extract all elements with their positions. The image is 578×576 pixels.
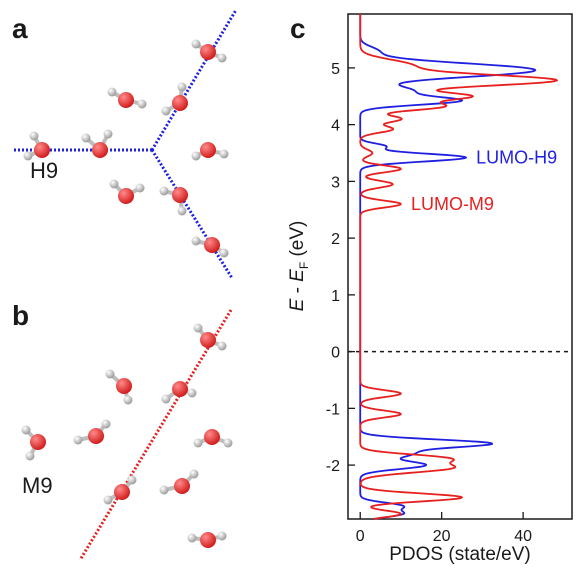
h9-molecule-structure <box>12 9 238 279</box>
y-tick-label: 5 <box>331 61 340 78</box>
oxygen-atom <box>204 237 220 253</box>
peak-annotations: LUMO-H9 LUMO-M9 <box>411 148 557 215</box>
plot-frame <box>347 13 573 520</box>
y-tick-label: -2 <box>326 458 340 475</box>
oxygen-atom <box>88 428 104 444</box>
oxygen-atom <box>200 332 216 348</box>
hydrogen-atom <box>217 341 227 351</box>
hydrogen-atom <box>123 395 133 405</box>
y-tick-label: -1 <box>326 401 340 418</box>
oxygen-atom <box>92 142 108 158</box>
oxygen-atom <box>200 142 216 158</box>
oxygen-atom <box>200 44 216 60</box>
hydrogen-atom <box>191 236 201 246</box>
series-line-h9 <box>359 13 537 520</box>
hydrogen-atom <box>161 106 171 116</box>
y-tick-label: 2 <box>331 231 340 248</box>
panel-c-letter: c <box>290 13 306 44</box>
hydrogen-atom <box>137 99 147 109</box>
hydrogen-atom <box>81 133 91 143</box>
oxygen-atom <box>118 92 134 108</box>
y-axis-title-e: E <box>287 298 308 311</box>
hydrogen-atom <box>189 469 199 479</box>
pdos-chart: -2 -1 0 1 2 3 4 5 0 20 40 LUMO-H9 LUMO-M9 PDOS (st… <box>287 13 573 565</box>
hydrogen-atom <box>23 151 33 161</box>
annotation-lumo-h9: LUMO-H9 <box>476 148 557 168</box>
oxygen-atom <box>172 95 188 111</box>
hydrogen-atom <box>21 425 31 435</box>
y-tick-label: 0 <box>331 345 340 362</box>
annotation-lumo-m9: LUMO-M9 <box>411 194 494 214</box>
y-axis-title: E - EF (eV) <box>287 221 311 312</box>
y-tick-label: 3 <box>331 174 340 191</box>
hydrogen-atom <box>73 435 83 445</box>
series-line-m9 <box>359 13 558 520</box>
oxygen-atom <box>30 434 46 450</box>
oxygen-atom <box>34 142 50 158</box>
y-axis-title-unit: (eV) <box>287 221 308 262</box>
y-axis-title-ef: E <box>287 269 308 282</box>
hydrogen-atom <box>127 475 137 485</box>
x-axis-title: PDOS (state/eV) <box>389 544 531 565</box>
x-tick-label: 20 <box>433 528 451 545</box>
hydrogen-atom <box>187 533 197 543</box>
pdos-series <box>359 13 558 520</box>
hydrogen-atom <box>107 87 117 97</box>
m9-molecule-structure <box>21 309 233 561</box>
hydrogen-atom <box>103 129 113 139</box>
oxygen-atom <box>204 429 220 445</box>
hydrogen-atom <box>191 39 201 49</box>
hydrogen-atom <box>219 149 229 159</box>
oxygen-atom <box>174 478 190 494</box>
panel-a-letter: a <box>12 13 28 44</box>
h9-structure-label: H9 <box>30 158 58 183</box>
oxygen-atom <box>114 484 130 500</box>
hydrogen-atom <box>103 495 113 505</box>
hydrogen-atom <box>177 82 187 92</box>
hydrogen-atom <box>161 394 171 404</box>
svg-text:E - EF (eV): E - EF (eV) <box>287 221 311 312</box>
oxygen-atom <box>116 378 132 394</box>
hydrogen-atom <box>217 531 227 541</box>
hydrogen-atom <box>25 451 35 461</box>
oxygen-atom <box>172 187 188 203</box>
hydrogen-atom <box>191 151 201 161</box>
hydrogen-atom <box>159 485 169 495</box>
y-tick-label: 4 <box>331 118 340 135</box>
hydrogen-atom <box>193 323 203 333</box>
oxygen-atom <box>200 532 216 548</box>
m9-axis-line <box>78 309 233 561</box>
panel-b-letter: b <box>12 300 29 331</box>
y-axis-ticks: -2 -1 0 1 2 3 4 5 <box>326 61 355 475</box>
y-axis-title-subscript: F <box>297 262 311 269</box>
hydrogen-atom <box>159 186 169 196</box>
hydrogen-atom <box>223 438 233 448</box>
hydrogen-atom <box>105 369 115 379</box>
hydrogen-atom <box>101 419 111 429</box>
h9-axis-line <box>150 9 238 151</box>
m9-structure-label: M9 <box>22 473 53 498</box>
hydrogen-atom <box>217 53 227 63</box>
hydrogen-atom <box>193 438 203 448</box>
y-tick-label: 1 <box>331 288 340 305</box>
y-axis-title-minus: - <box>287 282 308 299</box>
hydrogen-atom <box>109 179 119 189</box>
hydrogen-atom <box>177 206 187 216</box>
h9-axis-line <box>150 149 234 279</box>
oxygen-atom <box>172 381 188 397</box>
hydrogen-atom <box>219 248 229 258</box>
hydrogen-atom <box>135 183 145 193</box>
x-axis-ticks: 0 20 40 <box>356 512 532 545</box>
x-tick-label: 0 <box>356 528 365 545</box>
x-tick-label: 40 <box>514 528 532 545</box>
hydrogen-atom <box>187 388 197 398</box>
hydrogen-atom <box>29 131 39 141</box>
oxygen-atom <box>118 188 134 204</box>
